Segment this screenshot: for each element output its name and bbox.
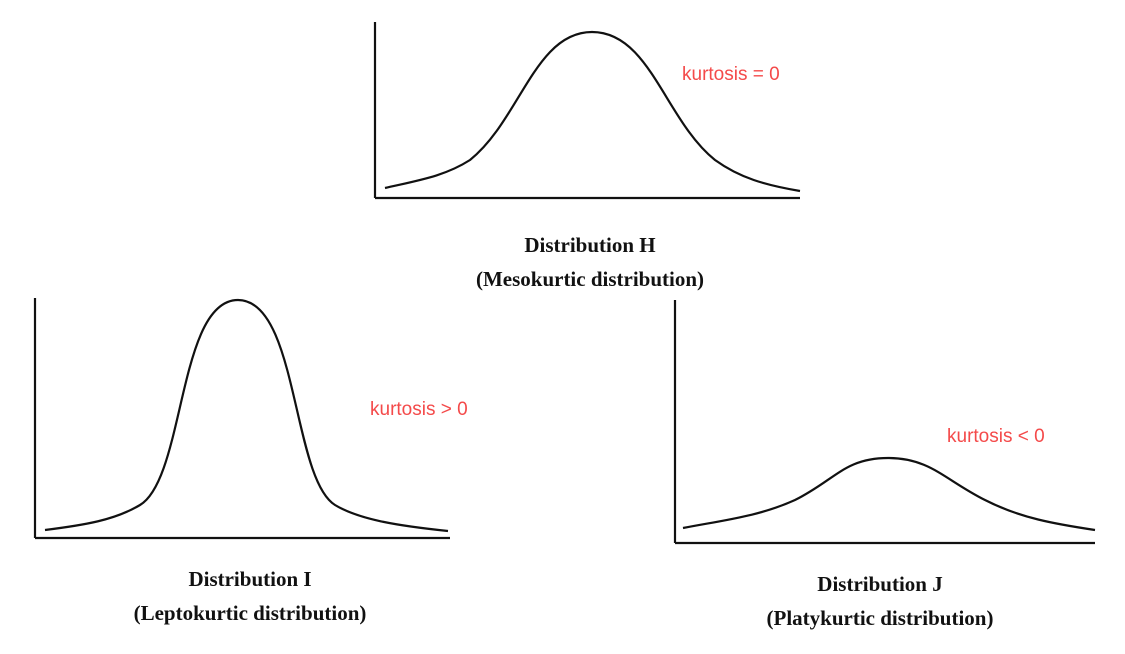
caption-i-title: Distribution I [188, 567, 312, 591]
caption-h: Distribution H (Mesokurtic distribution) [390, 228, 790, 296]
panel-i-curve [44, 298, 449, 533]
caption-h-title: Distribution H [524, 233, 656, 257]
caption-j-subtitle: (Platykurtic distribution) [766, 606, 994, 630]
panel-h-curve [384, 30, 801, 193]
panel-h [373, 22, 801, 200]
caption-h-subtitle: (Mesokurtic distribution) [475, 267, 705, 291]
caption-i-subtitle: (Leptokurtic distribution) [133, 601, 367, 625]
panel-i [33, 298, 450, 540]
annotation-h: kurtosis = 0 [682, 64, 780, 85]
panel-j-curve [682, 456, 1096, 532]
panel-j [673, 300, 1096, 545]
caption-j-title: Distribution J [817, 572, 943, 596]
caption-j: Distribution J (Platykurtic distribution… [690, 567, 1070, 635]
caption-i: Distribution I (Leptokurtic distribution… [60, 562, 440, 630]
annotation-i: kurtosis > 0 [370, 399, 468, 420]
annotation-j: kurtosis < 0 [947, 426, 1045, 447]
